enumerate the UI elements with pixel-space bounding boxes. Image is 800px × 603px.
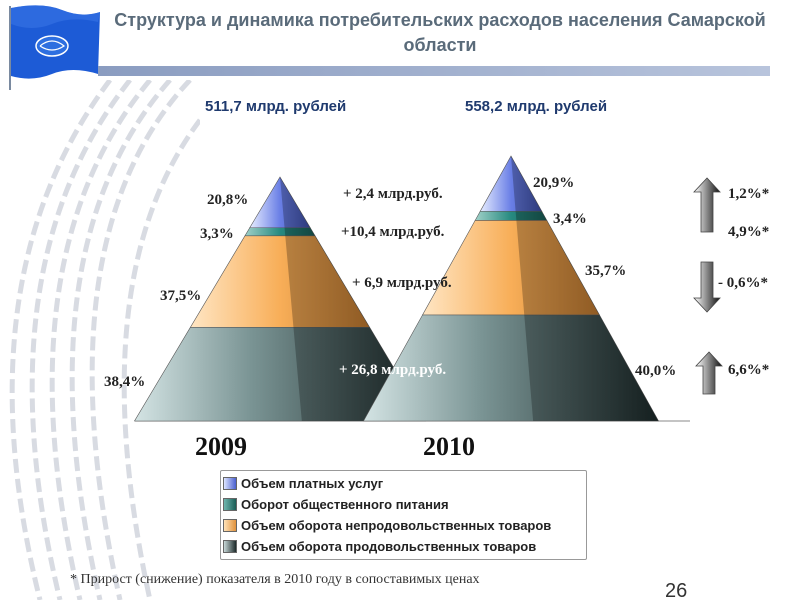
legend [220,470,587,560]
total-2009: 511,7 млрд. рублей [205,98,347,115]
pct-2010-services: 20,9% [533,175,575,191]
up-arrow-icon [693,177,721,233]
gain-nonfood: + 6,9 млрд.руб. [352,275,452,291]
pyramid-2009-shade-catering [284,227,316,236]
pyramid-2010 [362,155,660,422]
change-catering: 4,9%* [728,224,770,240]
pct-2010-catering: 3,4% [553,211,587,227]
samara-flag-logo [9,5,100,90]
legend-item-catering: Оборот общественного питания [223,495,449,513]
title-underline [98,66,770,76]
down-arrow-icon [693,261,721,313]
pct-2010-food: 40,0% [635,363,677,379]
page-number: 26 [665,580,688,602]
pyramid-2010-shade-food [524,315,659,421]
pyramid-2010-layer-food [362,314,660,422]
pct-2010-nonfood: 35,7% [585,263,627,279]
change-nonfood: - 0,6%* [718,275,768,291]
pyramid-2009-shade-nonfood [285,235,370,328]
pct-2009-catering: 3,3% [200,226,234,242]
pct-2009-nonfood: 37,5% [160,288,202,304]
legend-label: Оборот общественного питания [241,496,449,512]
legend-swatch [223,476,237,490]
gain-food: + 26,8 млрд.руб. [339,362,447,378]
legend-swatch [223,518,237,532]
legend-item-nonfood: Объем оборота непродовольственных товаро… [223,516,551,534]
page-title: Структура и динамика потребительских рас… [114,10,766,55]
change-services: 1,2%* [728,186,770,202]
up-arrow-icon [695,351,723,395]
change-food: 6,6%* [728,362,770,378]
gain-services: + 2,4 млрд.руб. [343,186,443,202]
gain-catering: +10,4 млрд.руб. [341,224,445,240]
legend-swatch [223,539,237,553]
total-2010: 558,2 млрд. рублей [465,98,608,115]
legend-label: Объем оборота непродовольственных товаро… [241,517,552,533]
pyramid-2010-shade-nonfood [516,220,600,315]
legend-swatch [223,497,237,511]
pyramid-2010-shade-catering [515,211,547,221]
footnote: * Прирост (снижение) показателя в 2010 г… [70,572,480,587]
pyramid-2010-shade-services [511,156,542,212]
legend-item-services: Объем платных услуг [223,474,383,492]
pyramid-2009-shade-services [280,177,311,228]
pct-2009-food: 38,4% [104,374,146,390]
decorative-arrow-arcs [9,80,200,600]
legend-item-food: Объем оборота продовольственных товаров [223,537,536,555]
pyramid-2009 [133,176,427,422]
legend-label: Объем оборота продовольственных товаров [241,538,537,554]
year-label-2010: 2010 [423,432,475,461]
year-label-2009: 2009 [195,432,247,461]
pct-2009-services: 20,8% [207,192,249,208]
legend-label: Объем платных услуг [241,475,384,491]
